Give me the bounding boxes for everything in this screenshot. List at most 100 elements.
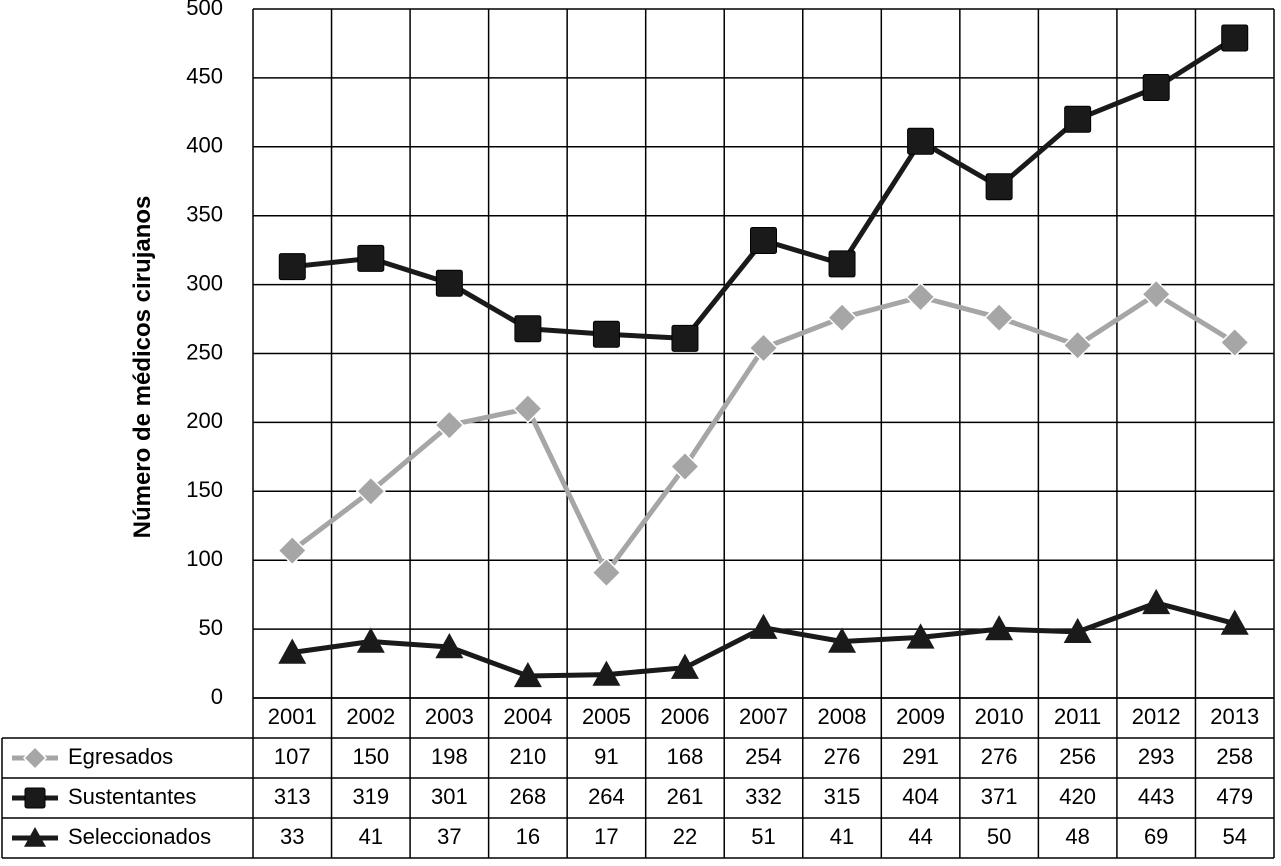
series-line-sustentantes [292, 35, 1237, 341]
data-point-sustentantes [1142, 74, 1170, 102]
x-tick-label: 2012 [1132, 704, 1181, 729]
x-tick-label: 2001 [268, 704, 317, 729]
data-point-egresados [1062, 330, 1093, 361]
table-value: 44 [908, 824, 932, 849]
data-point-egresados [669, 451, 701, 482]
table-value: 256 [1059, 744, 1096, 769]
table-value: 371 [981, 784, 1018, 809]
y-tick-label: 100 [186, 546, 223, 571]
table-value: 313 [274, 784, 311, 809]
data-point-sustentantes [278, 253, 306, 281]
table-value: 210 [510, 744, 547, 769]
data-point-egresados [826, 302, 858, 333]
table-value: 254 [745, 744, 782, 769]
table-value: 261 [667, 784, 704, 809]
table-value: 258 [1216, 744, 1253, 769]
data-point-sustentantes [985, 173, 1013, 201]
x-tick-label: 2010 [975, 704, 1024, 729]
legend-label: Egresados [68, 744, 173, 769]
table-value: 319 [352, 784, 389, 809]
data-point-seleccionados [1142, 588, 1171, 615]
table-value: 198 [431, 744, 468, 769]
data-point-sustentantes [750, 227, 777, 255]
table-value: 48 [1065, 824, 1089, 849]
data-point-egresados [905, 281, 936, 313]
table-value: 479 [1216, 784, 1253, 809]
data-point-seleccionados [513, 661, 542, 688]
data-point-seleccionados [828, 627, 857, 653]
legend-marker [24, 787, 46, 809]
table-value: 276 [824, 744, 861, 769]
table-value: 107 [274, 744, 311, 769]
data-point-seleccionados [749, 613, 778, 639]
table-value: 51 [751, 824, 775, 849]
table-value: 41 [830, 824, 854, 849]
data-point-seleccionados [435, 633, 464, 659]
table-value: 404 [902, 784, 939, 809]
table-value: 315 [824, 784, 861, 809]
table-value: 268 [510, 784, 547, 809]
table-value: 443 [1138, 784, 1175, 809]
table-value: 54 [1222, 824, 1246, 849]
data-point-egresados [748, 332, 779, 364]
data-point-seleccionados [670, 653, 699, 679]
table-value: 168 [667, 744, 704, 769]
x-tick-label: 2005 [582, 704, 631, 729]
legend-label: Seleccionados [68, 824, 211, 849]
data-point-egresados [1219, 327, 1250, 358]
y-tick-label: 150 [186, 477, 223, 502]
table-value: 293 [1138, 744, 1175, 769]
data-point-egresados [277, 535, 308, 566]
y-tick-label: 250 [186, 339, 223, 364]
data-point-egresados [591, 557, 622, 588]
table-value: 332 [745, 784, 782, 809]
y-tick-label: 0 [211, 684, 223, 709]
data-point-sustentantes [1221, 24, 1249, 52]
table-value: 33 [280, 824, 304, 849]
data-point-sustentantes [828, 250, 856, 278]
table-value: 276 [981, 744, 1018, 769]
y-tick-label: 50 [199, 615, 223, 640]
table-value: 291 [902, 744, 939, 769]
data-point-sustentantes [514, 315, 542, 343]
data-point-egresados [355, 476, 386, 507]
data-point-egresados [434, 410, 465, 441]
y-tick-label: 500 [186, 0, 223, 20]
data-point-egresados [984, 302, 1015, 333]
y-tick-label: 400 [186, 133, 223, 158]
data-point-seleccionados [1063, 617, 1092, 644]
data-point-seleccionados [592, 660, 621, 686]
table-value: 264 [588, 784, 625, 809]
data-point-seleccionados [1220, 609, 1249, 635]
x-tick-label: 2002 [346, 704, 395, 729]
data-point-egresados [1141, 279, 1172, 310]
table-value: 50 [987, 824, 1011, 849]
x-tick-label: 2007 [739, 704, 788, 729]
y-tick-label: 350 [186, 202, 223, 227]
y-tick-label: 450 [186, 64, 223, 89]
x-tick-label: 2004 [503, 704, 552, 729]
x-tick-label: 2013 [1210, 704, 1259, 729]
data-point-sustentantes [592, 320, 620, 348]
y-tick-label: 300 [186, 270, 223, 295]
table-value: 17 [594, 824, 618, 849]
data-point-sustentantes [1064, 105, 1092, 133]
data-point-seleccionados [278, 638, 307, 664]
x-tick-label: 2003 [425, 704, 474, 729]
y-tick-label: 200 [186, 408, 223, 433]
data-point-egresados [512, 393, 543, 424]
legend-label: Sustentantes [68, 784, 196, 809]
legend-marker [24, 827, 46, 847]
data-point-seleccionados [985, 615, 1014, 641]
table-value: 150 [352, 744, 389, 769]
x-tick-label: 2006 [660, 704, 709, 729]
table-value: 41 [359, 824, 383, 849]
table-value: 69 [1144, 824, 1168, 849]
data-point-sustentantes [435, 269, 463, 297]
legend-marker [22, 745, 48, 771]
table-value: 22 [673, 824, 697, 849]
data-point-sustentantes [671, 324, 699, 352]
data-point-seleccionados [356, 627, 385, 653]
table-value: 420 [1059, 784, 1096, 809]
